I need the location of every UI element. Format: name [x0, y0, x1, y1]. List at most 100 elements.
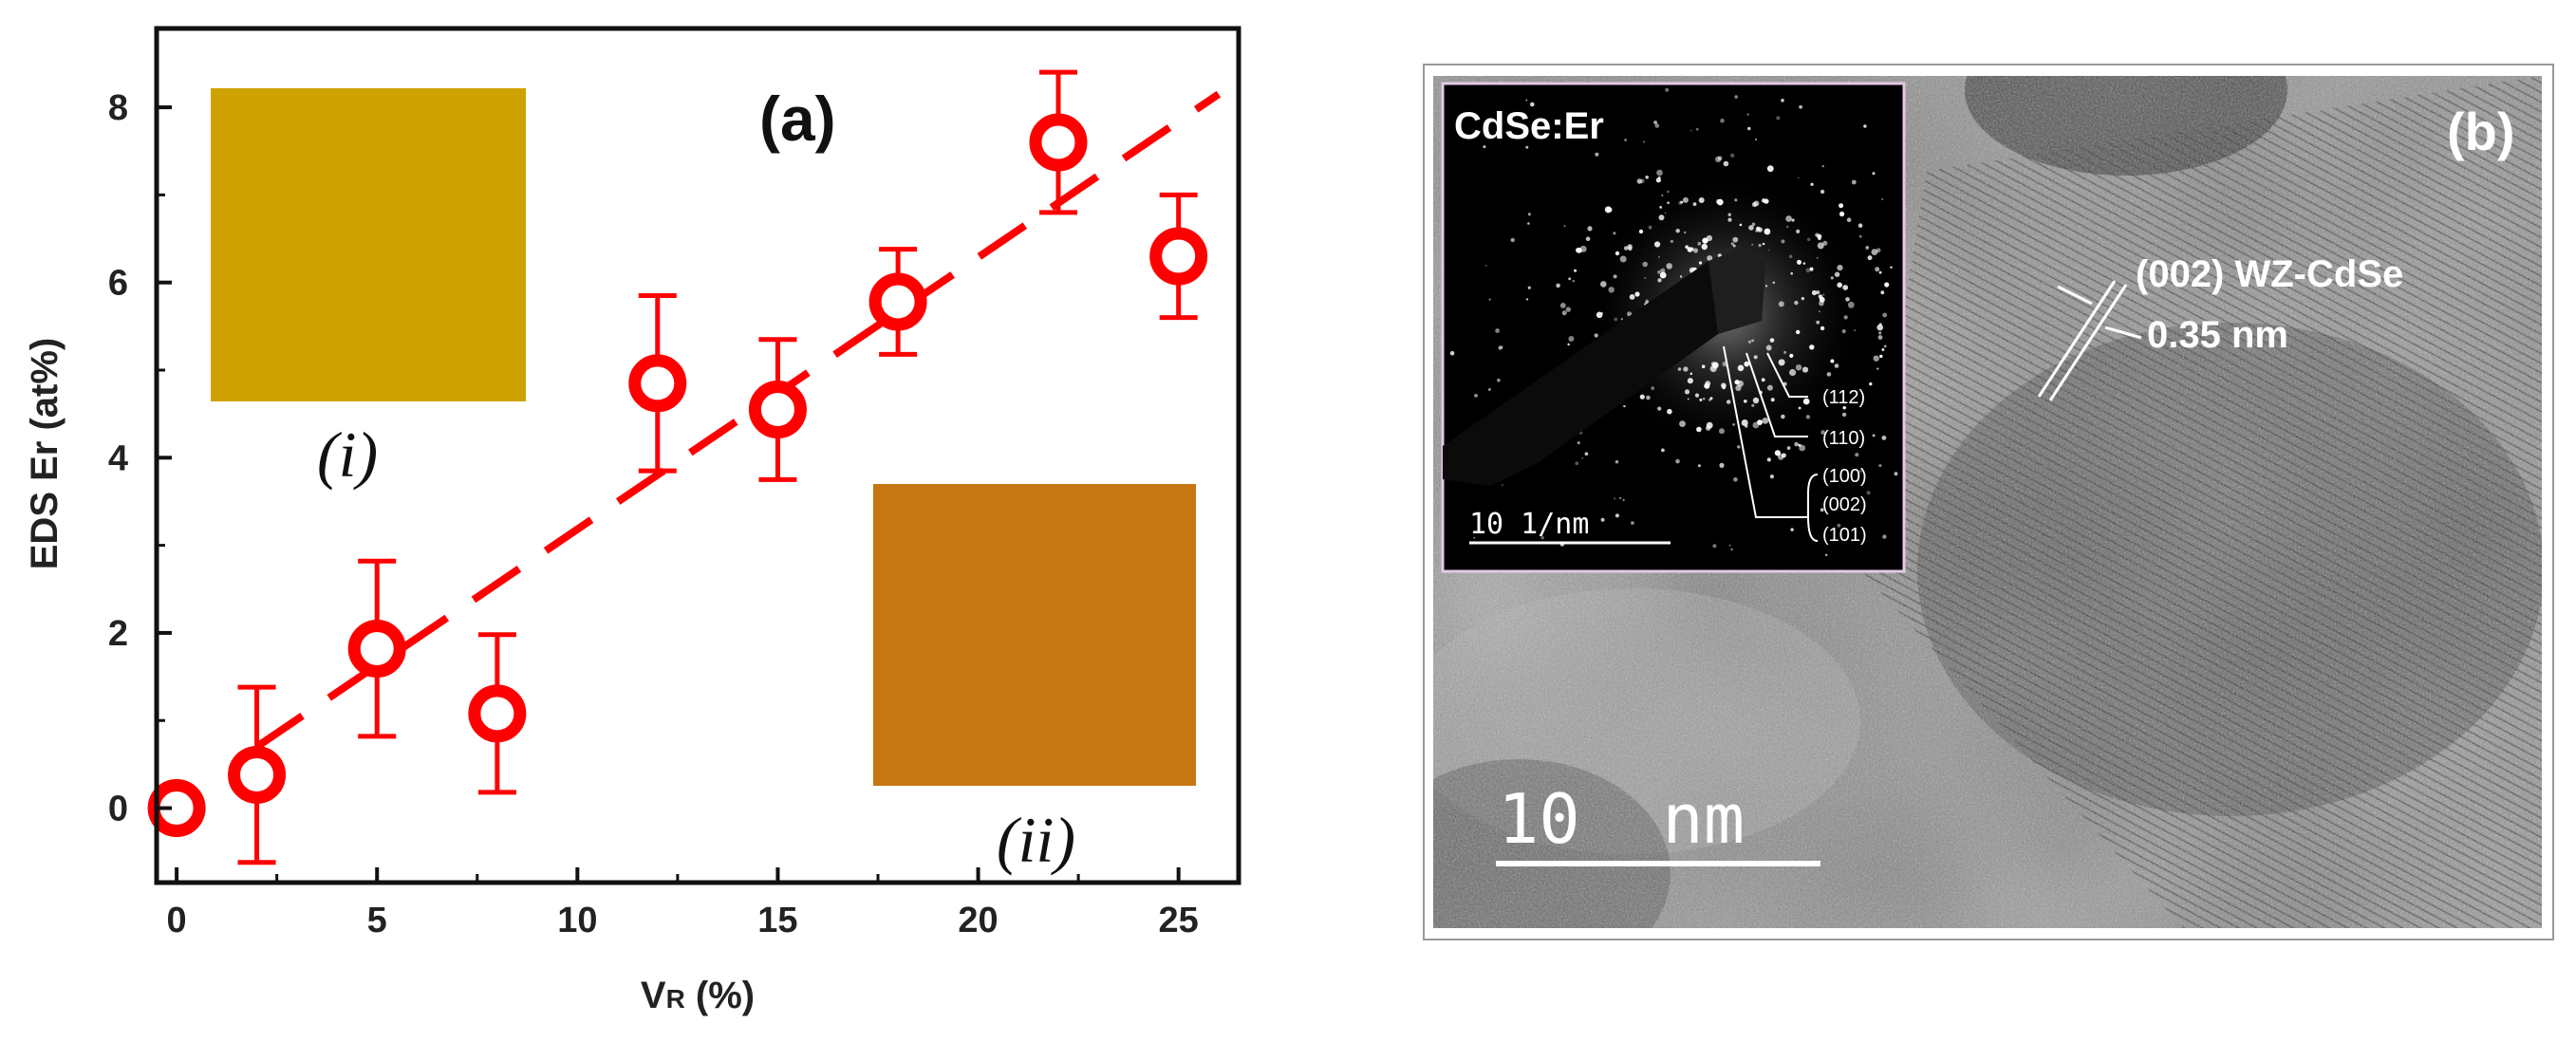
- diffraction-spot: [1881, 436, 1887, 440]
- saed-scale-label: 10 1/nm: [1469, 508, 1589, 541]
- diffraction-spot: [1712, 544, 1717, 549]
- diffraction-spot: [1732, 236, 1739, 243]
- diffraction-spot: [1575, 461, 1579, 466]
- diffraction-spot: [1664, 212, 1667, 214]
- diffraction-spot: [1770, 398, 1775, 402]
- diffraction-spot: [1766, 384, 1773, 391]
- diffraction-spot: [1600, 281, 1607, 288]
- diffraction-spot: [1846, 217, 1852, 222]
- diffraction-spot: [1810, 182, 1814, 186]
- diffraction-spot: [1679, 420, 1686, 427]
- diffraction-spot: [1786, 446, 1791, 450]
- diffraction-spot: [1727, 217, 1732, 222]
- lattice-spacing-label: 0.35 nm: [2147, 314, 2288, 356]
- diffraction-spot: [1806, 237, 1811, 242]
- diffraction-spot: [1755, 139, 1757, 140]
- diffraction-spot: [1483, 145, 1486, 149]
- diffraction-spot: [1679, 275, 1683, 278]
- diffraction-spot: [1873, 355, 1879, 362]
- diffraction-spot: [1843, 315, 1848, 320]
- diffraction-spot: [1790, 271, 1793, 275]
- diffraction-spot: [1882, 534, 1887, 539]
- diffraction-spot: [1801, 296, 1805, 301]
- x-axis-title: VR (%): [641, 975, 755, 1016]
- diffraction-spot: [1634, 291, 1640, 297]
- diffraction-spot: [1875, 267, 1880, 272]
- diffraction-spot: [1772, 281, 1776, 284]
- diffraction-spot: [1837, 265, 1843, 271]
- diffraction-spot: [1883, 344, 1887, 348]
- lattice-plane-label: (002) WZ-CdSe: [2136, 253, 2403, 295]
- axis-ticks: 0 5 10 15 20 25 0 2 4 6 8: [108, 88, 1199, 940]
- diffraction-spot: [1584, 452, 1589, 456]
- diffraction-spot: [1675, 458, 1680, 464]
- lattice-spacing-marker: [2037, 280, 2142, 401]
- diffraction-spot: [1624, 139, 1628, 141]
- diffraction-spot: [1623, 246, 1629, 251]
- diffraction-spot: [1790, 528, 1794, 531]
- diffraction-spot: [1796, 229, 1801, 233]
- diffraction-spot: [1473, 536, 1476, 539]
- diffraction-spot: [1495, 328, 1500, 333]
- diffraction-spot: [1620, 318, 1623, 321]
- diffraction-spot: [1596, 311, 1603, 319]
- diffraction-spot: [1680, 200, 1684, 204]
- diffraction-spot: [1449, 350, 1455, 356]
- diffraction-spot: [1730, 242, 1734, 246]
- diffraction-spot: [1502, 484, 1503, 487]
- diffraction-spot: [1881, 198, 1883, 200]
- ring-label-002: (002): [1822, 494, 1867, 515]
- diffraction-spot: [1645, 299, 1649, 303]
- diffraction-spot: [1776, 116, 1781, 121]
- diffraction-spot: [1733, 477, 1738, 482]
- diffraction-spot: [1706, 234, 1712, 242]
- diffraction-spot: [1606, 207, 1613, 213]
- data-point: [628, 354, 687, 413]
- diffraction-spot: [1732, 423, 1735, 426]
- diffraction-spot: [1798, 443, 1801, 447]
- diffraction-spot: [1646, 395, 1651, 400]
- diffraction-spot: [1734, 380, 1740, 385]
- diffraction-spot: [1842, 285, 1849, 290]
- diffraction-spot: [1648, 225, 1652, 230]
- data-point: [347, 620, 406, 679]
- diffraction-spot: [1675, 229, 1680, 233]
- diffraction-spot: [1735, 384, 1742, 391]
- diffraction-spot: [1820, 189, 1825, 195]
- diffraction-spot: [1702, 397, 1706, 400]
- diffraction-spot: [1667, 201, 1670, 204]
- diffraction-spot: [1638, 229, 1644, 234]
- diffraction-spot: [1501, 345, 1503, 348]
- diffraction-spot: [1623, 404, 1626, 408]
- diffraction-spot: [1791, 218, 1795, 222]
- diffraction-spot: [1817, 256, 1819, 259]
- diffraction-spot: [1697, 241, 1702, 246]
- diffraction-spot: [1594, 333, 1598, 338]
- diffraction-spot: [1817, 233, 1822, 239]
- diffraction-spot: [1758, 243, 1762, 248]
- diffraction-spot: [1707, 255, 1713, 261]
- diffraction-spot: [1645, 176, 1649, 179]
- diffraction-spot: [1556, 283, 1560, 288]
- diffraction-spot: [1876, 367, 1879, 370]
- diffraction-spot: [1789, 368, 1797, 377]
- diffraction-spot: [1820, 430, 1825, 435]
- saed-title: CdSe:Er: [1454, 105, 1604, 147]
- diffraction-spot: [1781, 414, 1785, 419]
- diffraction-spot: [1774, 450, 1781, 456]
- diffraction-spot: [1585, 236, 1591, 241]
- diffraction-spot: [1613, 232, 1616, 235]
- diffraction-spot: [1876, 324, 1883, 331]
- diffraction-spot: [1820, 508, 1824, 512]
- x-tick-label: 15: [757, 901, 797, 940]
- diffraction-spot: [1722, 385, 1727, 390]
- diffraction-spot: [1577, 441, 1580, 445]
- diffraction-spot: [1805, 415, 1811, 419]
- diffraction-spot: [1799, 104, 1802, 109]
- diffraction-spot: [1826, 372, 1832, 377]
- diffraction-spot: [1530, 102, 1535, 107]
- diffraction-spot: [1819, 300, 1824, 307]
- diffraction-spot: [1690, 129, 1692, 132]
- diffraction-spot: [1797, 259, 1801, 265]
- diffraction-spot: [1666, 263, 1672, 270]
